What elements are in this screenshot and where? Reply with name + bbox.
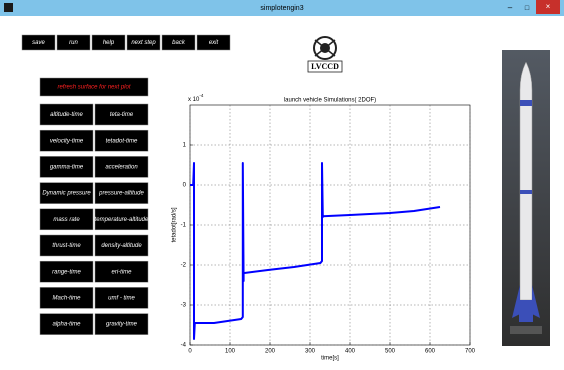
plot-button-label: gravity-time — [106, 322, 138, 328]
x-axis-label: time[s] — [321, 356, 339, 362]
plot-button-label: thrust-time — [52, 243, 81, 249]
plot-button-label: alpha-time — [52, 322, 81, 328]
app-icon — [4, 3, 13, 12]
minimize-button[interactable]: – — [508, 3, 513, 12]
plot-button[interactable] — [39, 234, 94, 257]
plot-button[interactable] — [39, 313, 94, 335]
plot-button-label: temperature-altitude — [95, 217, 149, 223]
y-tick-label: -4 — [181, 343, 187, 349]
logo: LVCCD — [307, 36, 343, 73]
x-tick-label: 400 — [345, 349, 356, 355]
plot-button-label: mass rate — [53, 217, 80, 223]
plot-button-label: teta-time — [110, 112, 134, 118]
plot-button-label: gamma-time — [50, 164, 84, 170]
plot-button[interactable] — [39, 287, 94, 309]
plot-button-label: Dynamic pressure — [42, 191, 91, 197]
plot-button-label: density-altitude — [101, 243, 142, 249]
plot-button[interactable] — [94, 234, 149, 257]
x-tick-label: 600 — [425, 349, 436, 355]
toolbar-button-label: save — [32, 40, 45, 46]
logo-text: LVCCD — [311, 62, 339, 71]
plot-button-label: umf - time — [108, 295, 135, 301]
plot-button[interactable] — [94, 287, 149, 309]
plot-button-label: eri-time — [111, 269, 132, 275]
toolbar-button[interactable] — [196, 34, 231, 51]
x-tick-label: 100 — [225, 349, 236, 355]
x-tick-label: 300 — [305, 349, 316, 355]
window-title: simplotengin3 — [260, 5, 303, 12]
toolbar-button-label: help — [103, 40, 115, 46]
toolbar-button-label: run — [69, 40, 78, 46]
toolbar-button-label: next step — [131, 40, 156, 46]
y-tick-label: 0 — [183, 183, 187, 189]
plot-button[interactable] — [94, 208, 149, 231]
close-button[interactable] — [536, 0, 560, 14]
title-bar — [0, 0, 564, 16]
plot-button-label: pressure-altitude — [98, 191, 144, 197]
plot-button[interactable] — [39, 182, 94, 204]
close-icon: × — [546, 2, 551, 11]
toolbar-button[interactable] — [21, 34, 56, 51]
toolbar-button[interactable] — [91, 34, 126, 51]
plot-button[interactable] — [39, 103, 94, 126]
toolbar-button[interactable] — [161, 34, 196, 51]
y-exponent-base: x 10 — [188, 97, 200, 103]
y-tick-label: -1 — [181, 223, 187, 229]
plot-button-label: Mach-time — [52, 295, 81, 301]
plot-button[interactable] — [94, 313, 149, 335]
rocket-image — [502, 50, 550, 346]
plot-button[interactable] — [94, 156, 149, 178]
data-line — [190, 162, 441, 340]
plot-button-label: velocity-time — [50, 138, 84, 144]
chart-title: launch vehicle Simulations( 2DOF) — [284, 98, 376, 104]
toolbar-button-label: exit — [209, 40, 219, 46]
toolbar-button[interactable] — [56, 34, 91, 51]
refresh-button[interactable] — [39, 77, 149, 97]
plot-button[interactable] — [94, 182, 149, 204]
plot-button-label: altitude-time — [50, 112, 83, 118]
plot-button[interactable] — [39, 129, 94, 152]
y-exponent: x 10-4 — [188, 93, 204, 102]
plot-button[interactable] — [94, 260, 149, 283]
plot-button[interactable] — [94, 103, 149, 126]
x-tick-label: 0 — [188, 349, 192, 355]
refresh-button-label: refresh surface for next plot — [57, 85, 130, 91]
x-tick-label: 200 — [265, 349, 276, 355]
y-exponent-power: -4 — [199, 93, 203, 98]
plot-button-label: acceleration — [105, 164, 138, 170]
plot-button-label: range-time — [52, 269, 81, 275]
plot-button-label: tetadot-time — [106, 138, 138, 144]
toolbar-button[interactable] — [126, 34, 161, 51]
y-tick-label: 1 — [183, 143, 187, 149]
y-tick-label: -3 — [181, 303, 187, 309]
toolbar-button-label: back — [172, 40, 186, 46]
plot-button[interactable] — [39, 260, 94, 283]
y-tick-label: -2 — [181, 263, 187, 269]
y-axis-label: tetadot[rad/s] — [172, 207, 178, 242]
maximize-button[interactable]: □ — [525, 5, 530, 12]
plot-button[interactable] — [94, 129, 149, 152]
x-tick-label: 500 — [385, 349, 396, 355]
plot-button[interactable] — [39, 156, 94, 178]
plot-button[interactable] — [39, 208, 94, 231]
x-tick-label: 700 — [465, 349, 476, 355]
